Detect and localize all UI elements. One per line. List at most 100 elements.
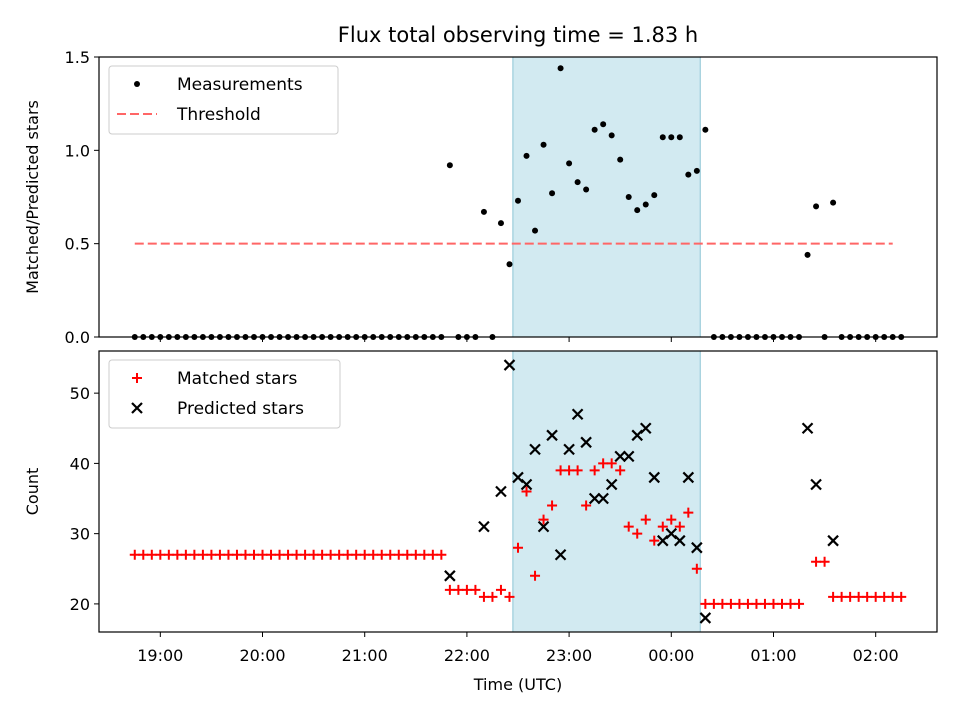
y-tick-label: 0.5	[65, 235, 90, 254]
predicted-star-point	[691, 541, 703, 554]
matched-star-point	[393, 549, 404, 560]
matched-star-point	[325, 549, 336, 560]
matched-star-point	[172, 549, 183, 560]
measurement-point	[566, 160, 573, 167]
matched-star-point	[657, 521, 668, 532]
matched-star-point	[640, 514, 651, 525]
matched-star-point	[138, 549, 149, 560]
figure-title: Flux total observing time = 1.83 h	[338, 23, 698, 47]
matched-star-point	[334, 549, 345, 560]
measurement-point	[523, 152, 530, 159]
matched-star-point	[129, 549, 140, 560]
matched-star-point	[359, 549, 370, 560]
measurement-point	[549, 190, 556, 197]
measurement-point	[591, 126, 598, 133]
matched-star-point	[887, 591, 898, 602]
matched-star-point	[870, 591, 881, 602]
matched-star-point	[725, 598, 736, 609]
matched-star-point	[649, 535, 660, 546]
matched-star-point	[811, 556, 822, 567]
measurement-point	[625, 194, 632, 200]
y-tick-label: 20	[70, 595, 90, 614]
predicted-star-point	[614, 450, 626, 463]
predicted-star-point	[537, 520, 550, 533]
predicted-star-point	[495, 485, 507, 498]
matched-star-point	[759, 598, 770, 609]
measurement-point	[685, 171, 692, 178]
predicted-star-point	[580, 436, 592, 449]
matched-star-point	[538, 514, 549, 525]
x-tick-label: 23:00	[546, 646, 592, 665]
predicted-star-point	[827, 534, 839, 547]
matched-star-point	[768, 598, 779, 609]
measurement-point	[497, 220, 504, 227]
y-tick-label: 0.0	[65, 328, 90, 347]
matched-star-point	[615, 465, 626, 476]
x-tick-label: 22:00	[444, 646, 490, 665]
matched-star-point	[513, 542, 523, 553]
legend-label: Matched stars	[177, 369, 297, 389]
matched-star-point	[674, 521, 685, 532]
matched-star-point	[283, 549, 294, 560]
measurement-point	[617, 156, 624, 163]
matched-star-point	[495, 584, 506, 595]
matched-star-point	[231, 549, 242, 560]
measurement-point	[515, 197, 521, 204]
measurement-point	[583, 186, 590, 193]
matched-star-point	[214, 549, 225, 560]
matched-star-point	[623, 521, 634, 532]
matched-star-point	[819, 556, 830, 567]
matched-star-point	[751, 598, 762, 609]
matched-star-point	[410, 549, 421, 560]
count-legend: Matched stars Predicted stars	[108, 359, 341, 429]
matched-star-point	[351, 549, 362, 560]
matched-star-point	[444, 584, 455, 595]
measurement-point	[540, 141, 547, 148]
matched-star-point	[266, 549, 277, 560]
matched-star-point	[836, 591, 847, 602]
matched-star-point	[734, 598, 745, 609]
measurement-point	[693, 167, 700, 174]
count-panel: 20 30 40 50 19:00 20:00 21:00 22:00 23:00 00:00 01…	[23, 350, 938, 694]
series-predicted-stars	[444, 359, 839, 624]
matched-star-point	[845, 591, 856, 602]
matched-star-point	[206, 549, 217, 560]
predicted-star-point	[529, 443, 541, 456]
legend-x-marker	[131, 402, 143, 414]
count-y-axis-label: Count	[23, 468, 42, 516]
matched-star-point	[708, 598, 719, 609]
measurement-point	[804, 251, 811, 258]
matched-star-point	[606, 458, 617, 469]
legend-box	[108, 65, 339, 135]
matched-star-point	[189, 549, 200, 560]
measurement-point	[659, 134, 666, 141]
measurement-point	[668, 134, 675, 141]
matched-star-point	[461, 584, 472, 595]
ratio-axes-frame	[98, 56, 938, 338]
measurement-point	[830, 199, 837, 206]
x-tick-label: 20:00	[239, 646, 285, 665]
matched-star-point	[742, 598, 753, 609]
measurement-point	[651, 192, 658, 199]
x-tick-label: 21:00	[342, 646, 388, 665]
y-tick-label: 30	[70, 525, 90, 544]
y-tick-label: 40	[70, 454, 90, 473]
matched-star-point	[402, 549, 413, 560]
ratio-observing-span	[512, 56, 701, 338]
x-tick-label: 19:00	[137, 646, 183, 665]
legend-label: Threshold	[176, 105, 261, 125]
ratio-panel: 0.0 0.5 1.0 1.5 Matched/Predicted stars Measu…	[23, 48, 938, 347]
measurement-point	[557, 65, 564, 72]
matched-star-point	[180, 549, 191, 560]
matched-star-point	[700, 598, 711, 609]
predicted-star-point	[674, 534, 686, 547]
matched-star-point	[853, 591, 864, 602]
matched-star-point	[385, 549, 396, 560]
matched-star-point	[291, 549, 302, 560]
predicted-star-point	[571, 408, 584, 421]
matched-star-point	[717, 598, 728, 609]
predicted-star-point	[478, 520, 490, 533]
matched-star-point	[240, 549, 251, 560]
predicted-star-point	[546, 429, 558, 442]
matched-star-point	[683, 507, 694, 518]
